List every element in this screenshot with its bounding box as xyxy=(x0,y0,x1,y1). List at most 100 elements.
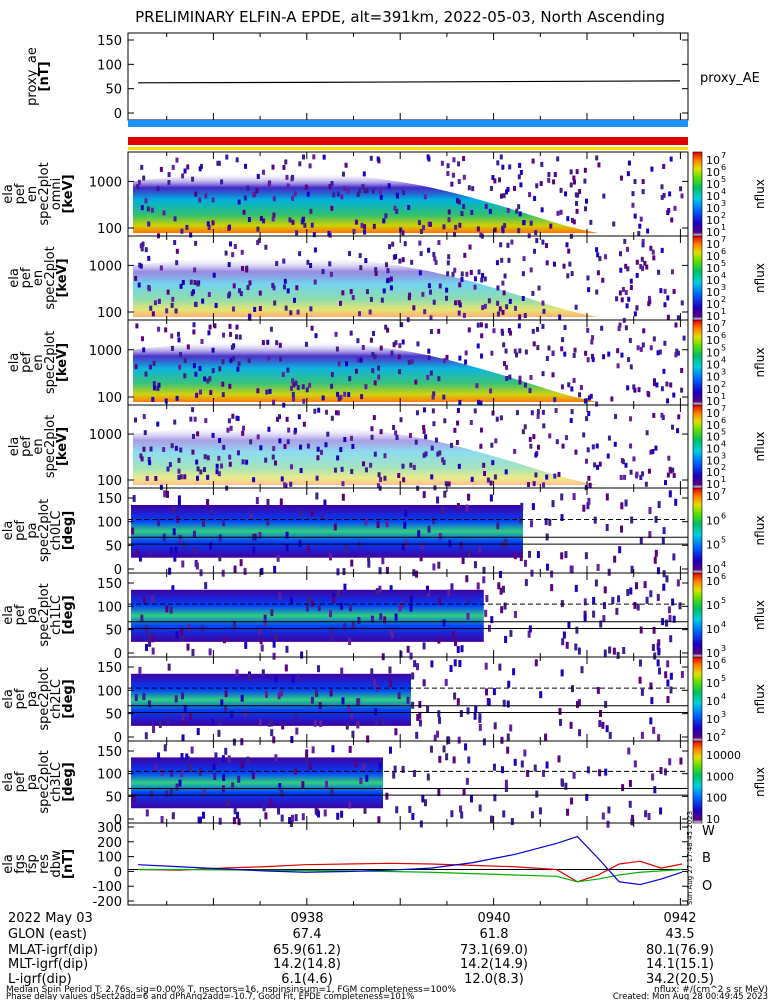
spectrogram-pixel xyxy=(348,376,352,382)
spectrogram-pixel xyxy=(180,628,184,636)
spectrogram-pixel xyxy=(162,210,166,216)
spectrogram-pixel xyxy=(379,194,383,200)
colorbar-tick-exponent: 7 xyxy=(721,319,726,328)
spectrogram-pixel xyxy=(469,269,473,275)
spectrogram-pixel xyxy=(306,545,310,553)
spectrogram-pixel xyxy=(504,635,508,643)
spectrogram-pixel xyxy=(199,469,203,475)
spectrogram-pixel xyxy=(452,756,456,764)
spectrogram-pixel xyxy=(140,205,144,211)
spectrogram-pixel xyxy=(498,570,502,578)
spectrogram-pixel xyxy=(560,669,564,677)
spectrogram-pixel xyxy=(204,418,208,424)
spectrogram-pixel xyxy=(473,276,477,282)
spectrogram-pixel xyxy=(203,467,207,473)
spectrogram-pixel xyxy=(631,202,635,208)
spectrogram-pixel xyxy=(265,690,269,698)
footer-right-1: nflux: #/(cm^2 s sr MeV) xyxy=(654,985,768,995)
spectrogram-pixel xyxy=(363,188,367,194)
colorbar-label: nflux xyxy=(753,516,767,546)
spectrogram-pixel xyxy=(177,457,181,463)
spectrogram-pixel xyxy=(180,228,184,234)
spectrogram-pixel xyxy=(596,686,600,694)
spectrogram-pixel xyxy=(507,328,511,334)
spectrogram-pixel xyxy=(217,729,221,737)
y-tick-label: 0 xyxy=(114,731,122,746)
spectrogram-pixel xyxy=(319,449,323,455)
colorbar-tick-exponent: 3 xyxy=(721,451,726,460)
spectrogram-pixel xyxy=(465,575,469,583)
y-axis-label-line: spec2plot xyxy=(37,162,52,225)
spectrogram-pixel xyxy=(156,385,160,391)
spectrogram-pixel xyxy=(551,372,555,378)
spectrogram-pixel xyxy=(682,335,686,341)
spectrogram-pixel xyxy=(408,432,412,438)
spectrogram-pixel xyxy=(343,623,347,631)
spectrogram-pixel xyxy=(486,477,490,483)
spectrogram-pixel xyxy=(501,309,505,315)
spectrogram-pixel xyxy=(157,752,161,760)
spectrogram-pixel xyxy=(231,413,235,419)
spectrogram-pixel xyxy=(478,715,482,723)
spectrogram-pixel xyxy=(504,189,508,195)
spectrogram-pixel xyxy=(305,754,309,762)
spectrogram-pixel xyxy=(570,685,574,693)
spectrogram-pixel xyxy=(542,769,546,777)
spectrogram-pixel xyxy=(417,530,421,538)
spectrogram-pixel xyxy=(612,221,616,227)
proxy-ae-series-line xyxy=(137,80,681,84)
spectrogram-pixel xyxy=(373,380,377,386)
spectrogram-pixel xyxy=(234,334,238,340)
spectrogram-pixel xyxy=(505,364,509,370)
spectrogram-pixel xyxy=(587,411,591,417)
spectrogram-pixel xyxy=(172,506,176,514)
spectrogram-pixel xyxy=(679,757,683,765)
spectrogram-pixel xyxy=(198,768,202,776)
spectrogram-pixel xyxy=(415,570,419,578)
colorbar-tick-base: 10 xyxy=(706,466,720,479)
spectrogram-pixel xyxy=(570,271,574,277)
spectrogram-pixel xyxy=(181,173,185,179)
spectrogram-pixel xyxy=(363,229,367,235)
spectrogram-pixel xyxy=(470,209,474,215)
spectrogram-pixel xyxy=(279,356,283,362)
spectrogram-pixel xyxy=(285,531,289,539)
spectrogram-pixel xyxy=(553,172,557,178)
spectrogram-pixel xyxy=(645,596,649,604)
spectrogram-pixel xyxy=(666,679,670,687)
spectrogram-pixel xyxy=(426,773,430,781)
spectrogram-pixel xyxy=(329,689,333,697)
spectrogram-pixel xyxy=(214,752,218,760)
spectrogram-pixel xyxy=(566,273,570,279)
spectrogram-pixel xyxy=(583,614,587,622)
spectrogram-pixel xyxy=(274,633,278,641)
spectrogram-pixel xyxy=(660,412,664,418)
spectrogram-pixel xyxy=(351,622,355,630)
spectrogram-pixel xyxy=(191,289,195,295)
spectrogram-pixel xyxy=(302,154,306,160)
spectrogram-pixel xyxy=(260,567,264,575)
spectrogram-pixel xyxy=(198,366,202,372)
spectrogram-pixel xyxy=(258,627,262,635)
spectrogram-pixel xyxy=(331,634,335,642)
spectrogram-pixel xyxy=(639,474,643,480)
spectrogram-pixel xyxy=(337,396,341,402)
spectrogram-pixel xyxy=(467,756,471,764)
spectrogram-pixel xyxy=(180,753,184,761)
y-tick-label: 150 xyxy=(97,577,122,592)
spectrogram-pixel xyxy=(336,590,340,598)
spectrogram-pixel xyxy=(164,790,168,798)
spectrogram-pixel xyxy=(608,731,612,739)
spectrogram-pixel xyxy=(371,368,375,374)
spectrogram-pixel xyxy=(504,469,508,475)
spectrogram-pixel xyxy=(397,692,401,700)
y-axis-label-line: dbw xyxy=(49,850,64,878)
spectrogram-pixel xyxy=(563,325,567,331)
science-bar-yellow xyxy=(128,147,688,150)
panel-frame xyxy=(127,822,689,906)
spectrogram-pixel xyxy=(264,812,268,820)
spectrogram-pixel xyxy=(334,331,338,337)
spectrogram-pixel xyxy=(252,192,256,198)
